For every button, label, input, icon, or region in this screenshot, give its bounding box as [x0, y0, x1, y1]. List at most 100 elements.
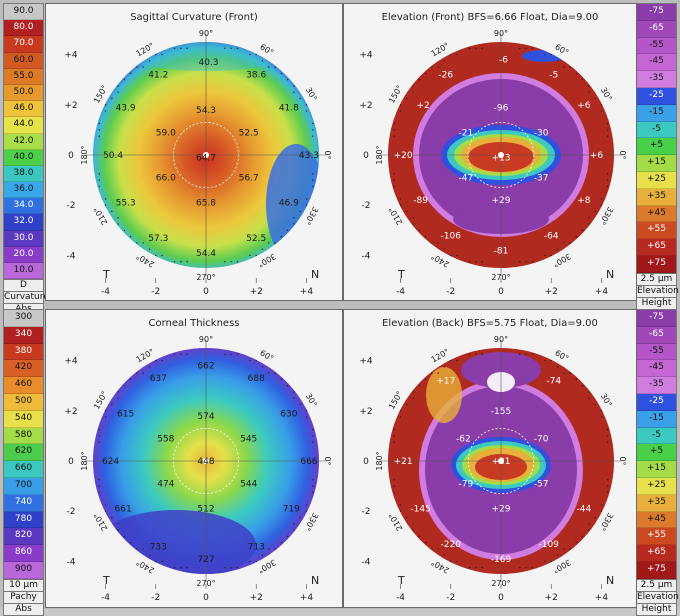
scale-cell: +55: [637, 222, 676, 240]
nasal-label: N: [311, 268, 319, 281]
scale-cell: 36.0: [4, 182, 43, 199]
scale-cell: 340: [4, 326, 43, 344]
angle-label: 270°: [491, 579, 510, 588]
map-value-label: +6: [577, 101, 591, 111]
pupil-circle: [172, 427, 240, 495]
grid-dot: [148, 554, 151, 556]
nasal-label: N: [606, 268, 614, 281]
grid-dot: [406, 403, 408, 406]
map-value-label: +31: [492, 457, 511, 467]
scale-cell: -35: [637, 377, 676, 394]
grid-dot: [607, 479, 609, 481]
grid-dot: [293, 91, 295, 93]
grid-dot: [575, 72, 578, 75]
map-value-label: 38.6: [246, 71, 266, 81]
grid-dot: [117, 223, 119, 225]
elevation-back-map: -4 -2 0 +2 +4+4+20-2-490°60°30°0°330°300°270…: [359, 335, 627, 603]
corneal-thickness-panel[interactable]: Corneal Thickness -4 -2 0 +2: [45, 309, 343, 608]
grid-dot: [236, 47, 239, 49]
grid-dot: [550, 560, 552, 563]
temporal-label: T: [102, 574, 110, 587]
map-value-label: -79: [458, 480, 473, 490]
grid-dot: [588, 217, 590, 219]
scale-cell: 30.0: [4, 230, 43, 247]
angle-label: 270°: [196, 579, 215, 588]
map-region: [426, 367, 462, 423]
pupil-circle: [172, 121, 240, 189]
grid-dot: [475, 47, 477, 49]
y-tick-label: 0: [363, 457, 369, 467]
grid-dot: [142, 372, 144, 374]
grid-dot: [117, 529, 119, 531]
grid-dot: [412, 91, 414, 93]
elevation-back-panel[interactable]: Elevation (Back) BFS=5.75 Float, Dia=9.0…: [343, 309, 637, 608]
grid-dot: [412, 397, 414, 399]
grid-dot: [563, 242, 565, 244]
scale-unit-label: Pachy: [4, 590, 43, 603]
grid-dot: [569, 372, 571, 374]
scale-cell: 34.0: [4, 198, 43, 215]
elevation-front-panel[interactable]: Elevation (Front) BFS=6.66 Float, Dia=9.…: [343, 3, 637, 301]
grid-dot: [575, 235, 578, 238]
map-value-label: 57.3: [148, 234, 168, 244]
angle-label: 270°: [196, 273, 215, 282]
x-tick-label: -2: [446, 593, 455, 603]
grid-dot: [155, 254, 157, 257]
grid-dot: [180, 261, 182, 263]
sagittal-curvature-panel[interactable]: Sagittal Curvature (Front): [45, 3, 343, 301]
y-tick-label: -2: [67, 201, 76, 211]
scale-cell: +45: [637, 205, 676, 223]
angle-label: 90°: [199, 29, 213, 38]
grid-dot: [588, 85, 590, 87]
map-value-label: +20: [394, 151, 413, 161]
scale-cell: +75: [637, 255, 676, 273]
scale-cell: 820: [4, 528, 43, 546]
grid-dot: [261, 554, 264, 556]
sagittal-map: -4 -2 0 +2 +4+4+20-2-490°60°30°0°330°300°270…: [64, 29, 332, 297]
grid-dot: [98, 428, 100, 431]
map-value-label: -220: [441, 540, 462, 550]
grid-dot: [117, 91, 119, 93]
grid-dot: [104, 416, 107, 418]
grid-dot: [393, 122, 395, 125]
scale-cell: 500: [4, 393, 43, 411]
map-value-label: 624: [102, 457, 119, 467]
grid-dot: [312, 185, 314, 188]
grid-dot: [607, 491, 609, 494]
map-value-label: 719: [283, 505, 300, 515]
elevation-front-map: -4 -2 0 +2 +4+4+20-2-490°60°30°0°330°300°270…: [359, 29, 627, 297]
map-value-label: 558: [157, 434, 174, 444]
grid-dot: [299, 403, 301, 406]
y-tick-label: 0: [363, 151, 369, 161]
apex-marker: [498, 458, 504, 464]
grid-dot: [481, 47, 483, 49]
grid-dot: [399, 110, 402, 112]
y-tick-label: 0: [68, 151, 74, 161]
grid-dot: [230, 567, 232, 569]
grid-dot: [312, 428, 314, 431]
scale-cell: +35: [637, 188, 676, 206]
grid-dot: [142, 548, 144, 550]
x-tick-label: 0: [203, 287, 209, 297]
grid-dot: [136, 66, 138, 68]
grid-dot: [412, 223, 414, 225]
grid-dot: [600, 204, 603, 206]
map-value-label: 637: [150, 374, 167, 384]
grid-dot: [594, 516, 596, 519]
grid-dot: [468, 261, 471, 263]
map-value-label: +29: [492, 505, 511, 515]
scale-cell: 740: [4, 494, 43, 512]
map-value-label: -155: [491, 407, 511, 417]
grid-dot: [129, 378, 132, 381]
grid-dot: [468, 353, 471, 355]
scale-cell: 32.0: [4, 214, 43, 231]
grid-dot: [104, 410, 107, 412]
x-tick-label: +4: [300, 287, 314, 297]
grid-dot: [111, 403, 113, 406]
grid-dot: [588, 523, 590, 525]
x-tick-label: +4: [300, 593, 314, 603]
grid-dot: [236, 353, 239, 355]
grid-dot: [293, 523, 295, 525]
grid-dot: [299, 97, 301, 100]
